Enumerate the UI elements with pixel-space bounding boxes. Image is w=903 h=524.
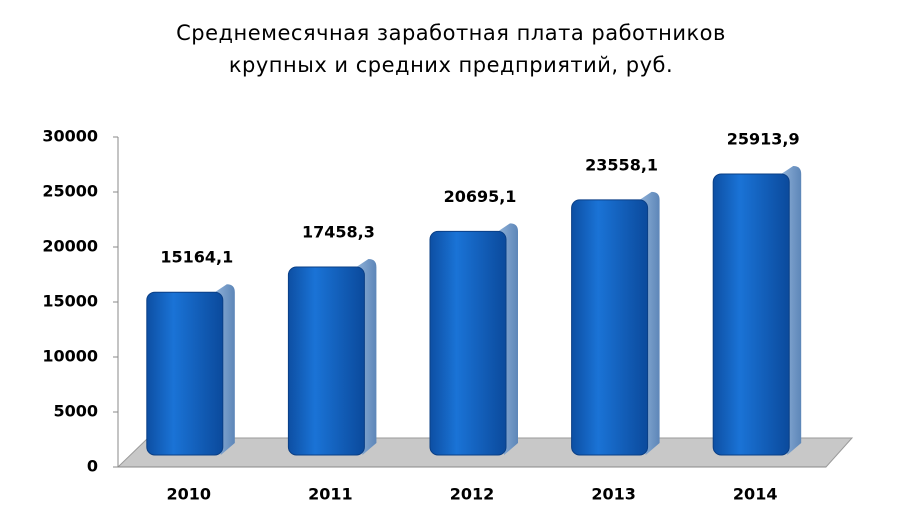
x-tick-label: 2012: [450, 485, 495, 504]
value-label: 20695,1: [444, 187, 517, 206]
y-tick-label: 15000: [42, 292, 98, 311]
y-tick-label: 25000: [42, 182, 98, 201]
bar: [712, 173, 790, 456]
x-tick-label: 2010: [167, 485, 212, 504]
value-label: 23558,1: [585, 155, 658, 174]
x-tick-label: 2011: [308, 485, 353, 504]
bar: [429, 230, 507, 456]
bar: [287, 266, 365, 456]
y-tick-label: 10000: [42, 347, 98, 366]
chart-title: Среднемесячная заработная плата работник…: [176, 21, 726, 45]
y-tick-label: 0: [87, 457, 98, 476]
y-tick-label: 30000: [42, 127, 98, 146]
chart-title: крупных и средних предприятий, руб.: [229, 53, 673, 77]
value-label: 15164,1: [160, 248, 233, 267]
y-tick-label: 5000: [53, 402, 98, 421]
bar: [146, 291, 224, 456]
x-tick-label: 2014: [733, 485, 778, 504]
x-tick-label: 2013: [591, 485, 636, 504]
bar: [571, 199, 649, 456]
value-label: 25913,9: [727, 129, 800, 148]
y-tick-label: 20000: [42, 237, 98, 256]
value-label: 17458,3: [302, 222, 375, 241]
